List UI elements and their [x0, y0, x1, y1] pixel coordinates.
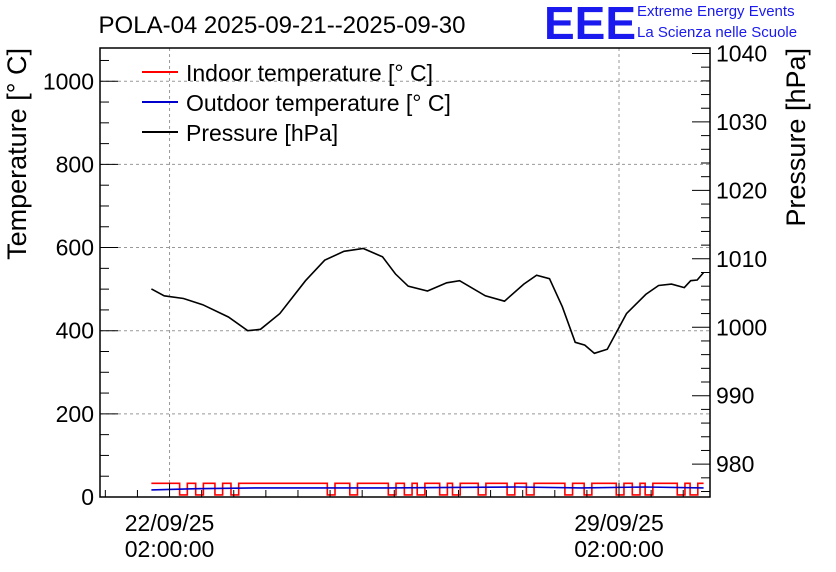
legend-label: Indoor temperature [° C] — [186, 60, 433, 86]
y2-tick-label: 1020 — [716, 177, 767, 203]
series-group — [151, 247, 705, 496]
y2-tick-label: 980 — [716, 451, 754, 477]
axes-group: 0 200 400 600 800 1000 980 990 1000 1010 1020 1030 1… — [43, 40, 767, 562]
x-tick-label-date: 29/09/25 — [574, 510, 664, 536]
eee-logo-icon: EEE — [544, 0, 637, 49]
legend-label: Outdoor temperature [° C] — [186, 90, 451, 116]
y2-tick-label: 1030 — [716, 109, 767, 135]
chart-title: POLA-04 2025-09-21--2025-09-30 — [99, 12, 466, 39]
series-line-indoor — [151, 482, 704, 496]
y-tick-label: 0 — [81, 484, 94, 510]
y2-tick-label: 990 — [716, 383, 754, 409]
x-tick-label-date: 22/09/25 — [125, 510, 215, 536]
y2-tick-label: 1040 — [716, 40, 767, 66]
y-tick-label: 1000 — [43, 68, 94, 94]
logo-text-line2: La Scienza nelle Scuole — [637, 24, 798, 41]
logo-text-line1: Extreme Energy Events — [637, 3, 795, 20]
x-tick-label-time: 02:00:00 — [125, 536, 215, 562]
y2-axis-label: Pressure [hPa] — [781, 48, 811, 227]
series-line-pressure — [151, 247, 705, 355]
y2-tick-label: 1000 — [716, 314, 767, 340]
y-tick-label: 400 — [56, 318, 94, 344]
y2-tick-label: 1010 — [716, 246, 767, 272]
series-line-outdoor — [151, 486, 704, 491]
legend: Indoor temperature [° C] Outdoor temperat… — [142, 60, 451, 146]
grid-lines — [100, 48, 710, 497]
legend-label: Pressure [hPa] — [186, 120, 338, 146]
y-tick-label: 600 — [56, 235, 94, 261]
y-axis-label: Temperature [° C] — [2, 48, 32, 260]
y-tick-label: 800 — [56, 151, 94, 177]
y-tick-label: 200 — [56, 401, 94, 427]
x-tick-label-time: 02:00:00 — [574, 536, 664, 562]
